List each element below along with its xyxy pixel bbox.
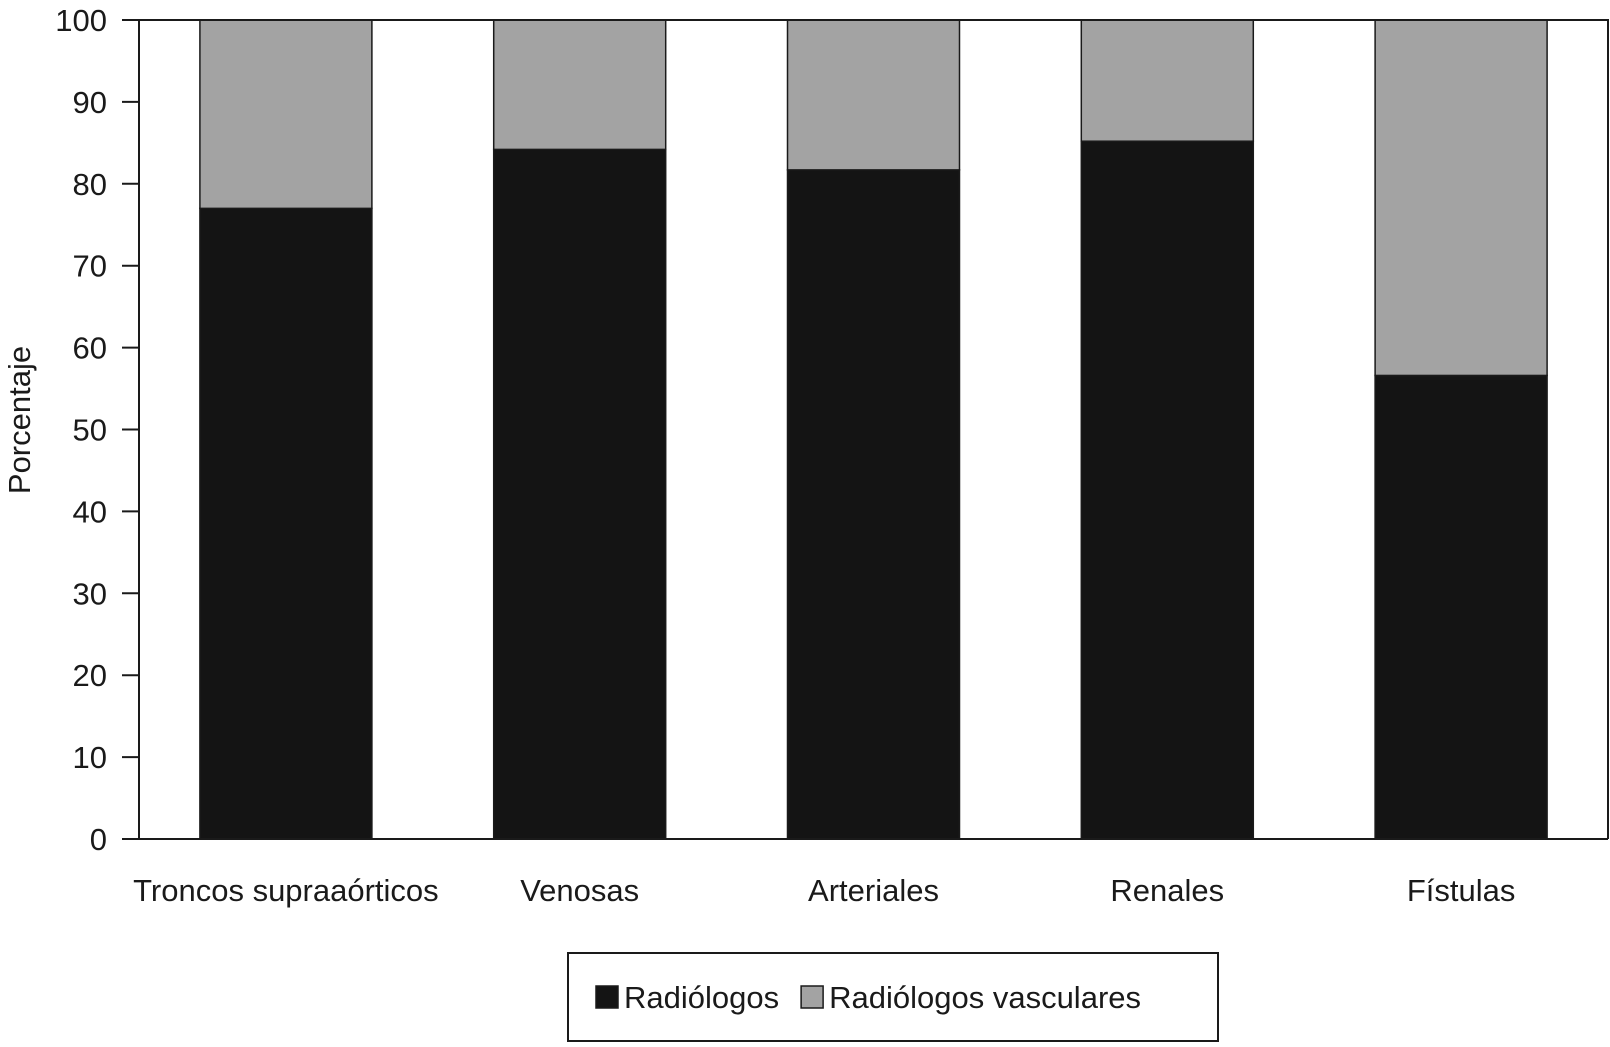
x-tick-label: Venosas [520,873,639,908]
bar-segment-radiologos-2 [786,169,961,840]
axes-layer: Troncos supraaórticos Venosas Arteriales Re… [55,3,1609,908]
bar-segment-radiologos-vasculares-1 [492,19,667,151]
bar-segment-radiologos-vasculares-0 [199,19,373,210]
bar-segment-radiologos-3 [1080,140,1255,840]
x-tick-label: Troncos supraaórticos [133,873,439,908]
y-tick-label: 70 [73,249,107,284]
y-tick-label: 40 [73,494,107,529]
y-tick-label: 60 [73,331,107,366]
legend-box [567,952,1219,1042]
bar-segment-radiologos-4 [1374,374,1548,840]
y-tick-label: 0 [90,822,107,857]
bar-segment-radiologos-1 [492,148,667,840]
y-tick-label: 30 [73,576,107,611]
bar-segment-radiologos-vasculares-3 [1080,19,1255,142]
bars-layer [199,19,1548,840]
legend-swatch-radiologos [595,985,619,1009]
legend-swatch-radiologos-vasculares [800,985,824,1009]
bar-segment-radiologos-vasculares-2 [786,19,961,171]
legend-label-radiologos: Radiólogos [624,980,779,1015]
y-tick-label: 80 [73,167,107,202]
x-tick-label: Fístulas [1407,873,1516,908]
x-tick-label: Renales [1110,873,1224,908]
bar-segment-radiologos-vasculares-4 [1374,19,1548,377]
y-tick-label: 50 [73,413,107,448]
legend: Radiólogos Radiólogos vasculares [567,952,1219,1042]
y-tick-label: 20 [73,658,107,693]
y-tick-label: 10 [73,740,107,775]
x-tick-label: Arteriales [808,873,939,908]
bar-segment-radiologos-0 [199,207,373,840]
y-tick-label: 100 [55,3,107,38]
y-axis-title: Porcentaje [2,346,37,494]
y-tick-label: 90 [73,85,107,120]
legend-label-radiologos-vasculares: Radiólogos vasculares [829,980,1141,1015]
